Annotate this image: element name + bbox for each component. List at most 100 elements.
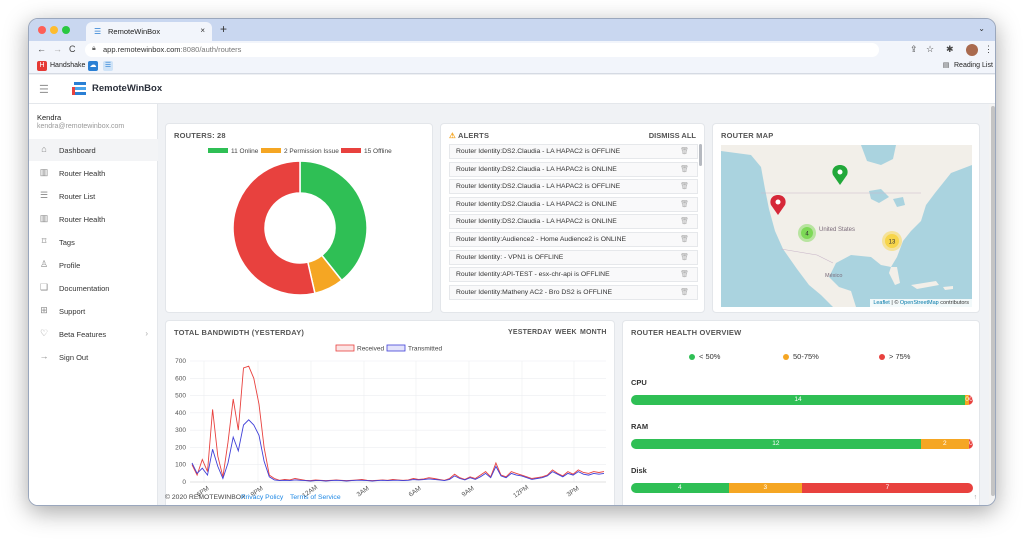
map-attribution: Leaflet | © OpenStreetMap contributors [870,299,972,307]
leaflet-link[interactable]: Leaflet [873,300,890,306]
map-cluster-13[interactable]: 13 [882,231,902,251]
cpu-label: CPU [631,378,647,387]
tag-icon: ⌑ [41,236,47,246]
handshake-icon: H [37,61,47,71]
sidebar-item-router-health[interactable]: ▥ Router Health [29,162,158,184]
osm-link[interactable]: OpenStreetMap [899,300,939,306]
trash-icon[interactable]: 🗑︎ [680,288,689,296]
trash-icon[interactable]: 🗑︎ [680,218,689,226]
extensions-icon[interactable]: ✱ [946,44,954,54]
trash-icon[interactable]: 🗑︎ [680,183,689,191]
user-email: kendra@remotewinbox.com [37,123,125,130]
sidebar-item-dashboard[interactable]: ⌂ Dashboard [29,139,158,161]
alert-item: Router Identity:DS2.Claudia - LA HAPAC2 … [449,144,698,159]
terms-of-service-link[interactable]: Terms of Service [290,494,341,501]
hudson-bay [861,145,896,165]
tab-search-icon[interactable]: ⌄ [978,24,985,33]
browser-menu-icon[interactable]: ⋮ [984,44,993,54]
map-cluster-4[interactable]: 4 [798,224,816,242]
sidebar-item-sign-out[interactable]: → Sign Out [29,346,158,368]
address-bar[interactable]: 🔒︎ app.remotewinbox.com:8080/auth/router… [85,43,879,57]
sidebar-item-label: Tags [59,238,75,247]
remotewinbox-logo-icon [72,82,86,95]
alert-text: Router Identity:DS2.Claudia - LA HAPAC2 … [456,218,617,226]
alert-item: Router Identity:DS2.Claudia - LA HAPAC2 … [449,179,698,195]
reading-list-link[interactable]: Reading List [954,62,993,69]
bulb-icon: ♡ [39,328,49,338]
page-scrollbar[interactable] [989,104,995,505]
alert-item: Router Identity:DS2.Claudia - LA HAPAC2 … [449,196,698,212]
y-tick-label: 100 [175,462,186,469]
health-segment: 4 [631,483,729,493]
forward-icon[interactable]: → [53,44,62,54]
support-icon: ⊞ [40,305,48,315]
legend-swatch-transmitted[interactable] [386,344,406,352]
alert-item: Router Identity:DS2.Claudia - LA HAPAC2 … [449,161,698,177]
legend-online[interactable]: 11 Online [208,148,258,155]
sidebar-item-profile[interactable]: ♙ Profile [29,254,158,276]
sidebar-item-router-list[interactable]: ☰ Router List [29,185,158,207]
map-marker-red[interactable] [770,195,786,215]
alert-text: Router Identity:DS2.Claudia - LA HAPAC2 … [456,165,617,173]
tab-close-icon[interactable]: × [200,26,205,35]
legend-permission-issue[interactable]: 2 Permission Issue [261,148,339,155]
privacy-policy-link[interactable]: Privacy Policy [241,494,284,501]
remotewinbox-bookmark-icon[interactable]: ☰ [103,61,113,71]
alert-text: Router Identity: - VPN1 is OFFLINE [456,253,564,261]
share-icon[interactable]: ⇪ [910,44,918,54]
sidebar-item-router-health[interactable]: ▥ Router Health [29,208,158,230]
caribbean-islands [911,281,953,290]
bookmark-star-icon[interactable]: ☆ [926,44,935,54]
y-tick-label: 700 [175,358,186,365]
sidebar-item-tags[interactable]: ⌑ Tags [29,231,158,253]
donut-slice-11-online[interactable] [299,160,368,282]
cloud-bookmark-icon[interactable]: ☁ [88,61,98,71]
sidebar-item-beta-features[interactable]: ♡ Beta Features › [29,323,158,345]
trash-icon[interactable]: 🗑︎ [680,148,689,155]
legend-label-transmitted[interactable]: Transmitted [408,346,442,353]
browser-tab[interactable]: ☰ RemoteWinBox × [86,22,212,41]
alert-item: Router Identity:API-TEST - esx-chr-api i… [449,267,698,283]
hamburger-menu-icon[interactable]: ☰ [39,84,49,96]
router-map[interactable]: United States México 4 [721,145,972,307]
month-button[interactable]: MONTH [580,329,607,336]
north-america-landmass [721,145,972,307]
trash-icon[interactable]: 🗑︎ [680,253,689,261]
sidebar-item-documentation[interactable]: ❑ Documentation [29,277,158,299]
new-tab-button[interactable]: + [220,22,228,36]
scrollbar-thumb[interactable] [991,106,995,496]
bookmark-handshake[interactable]: Handshake [50,62,86,69]
copyright-text: © 2020 REMOTEWINBOX [165,494,246,501]
legend-swatch-received[interactable] [335,344,355,352]
reload-icon[interactable]: C [69,44,76,54]
week-button[interactable]: WEEK [555,329,577,336]
bar-chart-icon: ▥ [39,167,49,177]
trash-icon[interactable]: 🗑︎ [680,200,689,208]
sidebar-item-support[interactable]: ⊞ Support [29,300,158,322]
legend-offline[interactable]: 15 Offline [341,148,392,155]
profile-avatar[interactable] [966,44,978,56]
close-window-button[interactable] [38,26,46,34]
sidebar-item-label: Router Health [59,215,106,224]
sidebar-item-label: Sign Out [59,353,89,362]
donut-slice-15-offline[interactable] [232,160,316,296]
scroll-top-icon[interactable]: ↑ [973,494,977,501]
legend-label-received[interactable]: Received [357,346,384,353]
zoom-window-button[interactable] [62,26,70,34]
alert-text: Router Identity:Audience2 - Home Audienc… [456,236,627,243]
back-icon[interactable]: ← [37,44,46,54]
app-logo-text[interactable]: RemoteWinBox [92,83,163,94]
trash-icon[interactable]: 🗑︎ [680,165,689,173]
map-marker-green[interactable] [832,165,848,185]
trash-icon[interactable]: 🗑︎ [680,271,689,279]
dismiss-all-button[interactable]: DISMISS ALL [648,131,696,140]
legend-swatch [261,148,281,153]
minimize-window-button[interactable] [50,26,58,34]
app-page: ☰ RemoteWinBox Kendra kendra@remotewinbo… [29,75,995,505]
alerts-scrollbar[interactable] [699,144,702,166]
sidebar-item-label: Beta Features [59,330,107,339]
trash-icon[interactable]: 🗑︎ [680,236,689,243]
yesterday-button[interactable]: YESTERDAY [508,329,552,336]
